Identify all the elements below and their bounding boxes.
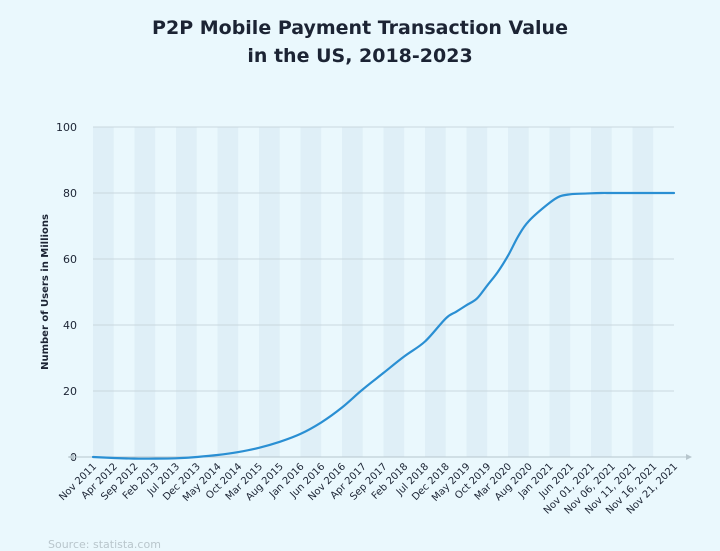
gridlines xyxy=(93,126,674,392)
x-axis-left-arrow xyxy=(68,454,74,460)
chart-title-line-2: in the US, 2018-2023 xyxy=(247,45,473,67)
chart-title-line-1: P2P Mobile Payment Transaction Value xyxy=(152,17,568,39)
y-tick-label: 40 xyxy=(63,319,77,332)
background-band xyxy=(508,127,529,457)
chart-title: P2P Mobile Payment Transaction Value in … xyxy=(0,14,720,70)
background-band xyxy=(134,127,156,457)
y-tick-label: 60 xyxy=(63,253,77,266)
y-axis-ticks: 020406080100 xyxy=(56,121,77,464)
background-band xyxy=(549,127,571,457)
background-band xyxy=(632,127,654,457)
y-tick-label: 100 xyxy=(56,121,77,134)
x-axis-right-arrow xyxy=(686,454,692,460)
series-line-users xyxy=(91,191,676,460)
source-note: Source: statista.com xyxy=(48,538,161,551)
background-band xyxy=(425,127,446,457)
background-band xyxy=(591,127,612,457)
background-band xyxy=(342,127,363,457)
background-band xyxy=(217,127,239,457)
y-tick-label: 20 xyxy=(63,385,77,398)
background-band xyxy=(383,127,405,457)
y-tick-label: 80 xyxy=(63,187,77,200)
y-axis-label: Number of Users in Millions xyxy=(40,214,51,370)
background-band xyxy=(93,127,114,457)
background-band xyxy=(176,127,197,457)
background-band xyxy=(466,127,488,457)
background-band xyxy=(300,127,322,457)
background-bands xyxy=(93,127,654,457)
background-band xyxy=(259,127,280,457)
